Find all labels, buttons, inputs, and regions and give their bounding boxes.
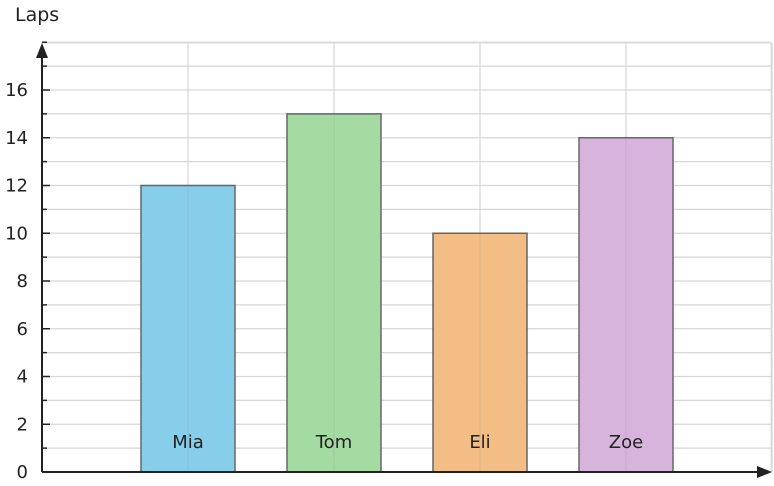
x-axis-arrow — [757, 466, 772, 478]
y-ticks: 0 2 4 6 8 10 12 14 16 — [5, 41, 50, 483]
bar-zoe — [578, 137, 674, 473]
category-label: Mia — [172, 432, 204, 453]
category-labels: Mia Tom Eli Zoe — [172, 432, 643, 453]
bar-mia — [140, 184, 236, 473]
category-label: Zoe — [609, 432, 643, 453]
bar-tom — [286, 113, 382, 473]
axes — [36, 43, 772, 478]
bars — [140, 113, 674, 473]
y-tick-label: 8 — [17, 271, 28, 292]
y-tick-label: 4 — [17, 367, 28, 388]
y-axis-arrow — [36, 43, 48, 58]
y-tick-label: 0 — [17, 462, 28, 483]
y-axis-title: Laps — [15, 4, 59, 26]
category-label: Eli — [469, 432, 490, 453]
bar-eli — [432, 232, 528, 473]
y-tick-label: 14 — [5, 128, 28, 149]
y-tick-label: 16 — [5, 80, 28, 101]
y-tick-label: 12 — [5, 176, 28, 197]
category-label: Tom — [315, 432, 352, 453]
y-tick-label: 6 — [17, 319, 28, 340]
y-tick-label: 10 — [5, 223, 28, 244]
y-tick-label: 2 — [17, 414, 28, 435]
